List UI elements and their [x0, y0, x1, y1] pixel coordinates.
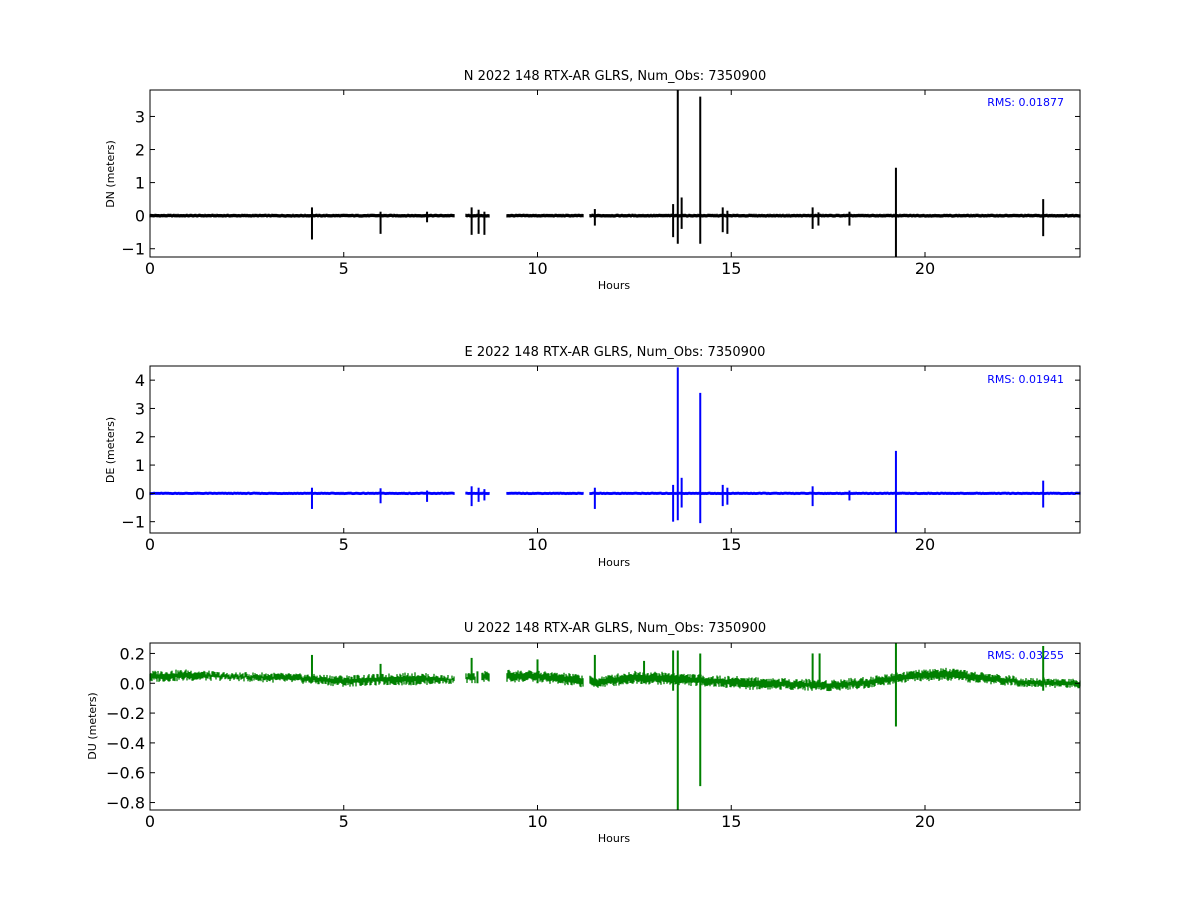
y-tick-label: −0.8	[106, 794, 145, 813]
panel-up-plot	[149, 643, 1081, 810]
panel-north-plot	[149, 90, 1081, 257]
panel-east-rms: RMS: 0.01941	[987, 373, 1064, 386]
x-tick-label: 0	[145, 535, 155, 554]
panel-up: U 2022 148 RTX-AR GLRS, Num_Obs: 7350900…	[86, 621, 1081, 845]
y-tick-label: 4	[135, 371, 145, 390]
panel-east-ylabel: DE (meters)	[104, 417, 117, 483]
panel-up-rms: RMS: 0.03255	[987, 649, 1064, 662]
y-tick-label: 0	[135, 207, 145, 226]
y-tick-label: −1	[121, 240, 145, 259]
y-tick-label: 2	[135, 428, 145, 447]
panel-up-ylabel: DU (meters)	[86, 692, 99, 759]
x-tick-label: 15	[721, 812, 741, 831]
panel-east-yticks: −1 0 1 2 3 4	[121, 371, 1080, 532]
y-tick-label: 2	[135, 141, 145, 160]
panel-east-plot	[149, 367, 1081, 533]
x-tick-label: 10	[527, 812, 547, 831]
panel-north-xticks: 0 5 10 15 20	[145, 90, 935, 278]
x-tick-label: 5	[339, 812, 349, 831]
y-tick-label: 0.2	[120, 644, 145, 663]
x-tick-label: 5	[339, 535, 349, 554]
panel-north-rms: RMS: 0.01877	[987, 96, 1064, 109]
panel-up-yticks: −0.8 −0.6 −0.4 −0.2 0.0 0.2	[106, 644, 1080, 813]
panel-east: E 2022 148 RTX-AR GLRS, Num_Obs: 7350900…	[104, 345, 1081, 569]
x-tick-label: 20	[915, 259, 935, 278]
x-tick-label: 20	[915, 812, 935, 831]
panel-north: N 2022 148 RTX-AR GLRS, Num_Obs: 7350900…	[104, 69, 1081, 292]
x-tick-label: 20	[915, 535, 935, 554]
x-tick-label: 0	[145, 259, 155, 278]
y-tick-label: −0.6	[106, 764, 145, 783]
y-tick-label: 0.0	[120, 674, 145, 693]
panel-east-frame	[149, 365, 1081, 534]
y-tick-label: −0.4	[106, 734, 145, 753]
panel-north-yticks: −1 0 1 2 3	[121, 107, 1080, 259]
x-tick-label: 5	[339, 259, 349, 278]
panel-north-frame	[149, 89, 1081, 258]
y-tick-label: 0	[135, 484, 145, 503]
panel-north-ylabel: DN (meters)	[104, 140, 117, 208]
panel-east-xlabel: Hours	[598, 556, 630, 569]
y-tick-label: 3	[135, 399, 145, 418]
x-tick-label: 10	[527, 535, 547, 554]
x-tick-label: 10	[527, 259, 547, 278]
panel-up-title: U 2022 148 RTX-AR GLRS, Num_Obs: 7350900	[464, 621, 766, 636]
panel-east-title: E 2022 148 RTX-AR GLRS, Num_Obs: 7350900	[465, 345, 766, 360]
y-tick-label: 3	[135, 107, 145, 126]
panel-up-xticks: 0 5 10 15 20	[145, 643, 935, 831]
panel-north-title: N 2022 148 RTX-AR GLRS, Num_Obs: 7350900	[464, 69, 766, 84]
x-tick-label: 15	[721, 535, 741, 554]
panel-up-frame	[149, 642, 1081, 811]
panel-north-xlabel: Hours	[598, 279, 630, 292]
y-tick-label: −1	[121, 513, 145, 532]
y-tick-label: 1	[135, 456, 145, 475]
panel-east-xticks: 0 5 10 15 20	[145, 366, 935, 554]
panel-up-xlabel: Hours	[598, 832, 630, 845]
x-tick-label: 15	[721, 259, 741, 278]
x-tick-label: 0	[145, 812, 155, 831]
y-tick-label: 1	[135, 174, 145, 193]
y-tick-label: −0.2	[106, 704, 145, 723]
